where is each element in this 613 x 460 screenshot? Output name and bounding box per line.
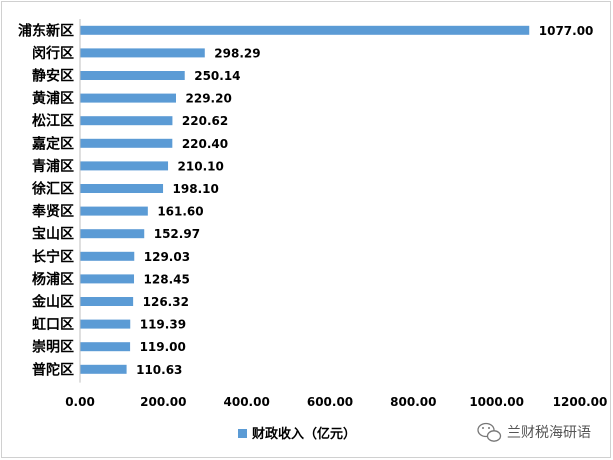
category-label: 静安区 — [32, 68, 74, 85]
legend-swatch — [238, 429, 247, 438]
category-label: 浦东新区 — [18, 22, 74, 39]
data-label: 128.45 — [144, 272, 190, 286]
x-tick-label: 1000.00 — [469, 395, 524, 409]
data-label: 220.62 — [182, 114, 228, 128]
category-label: 崇明区 — [32, 339, 74, 356]
bar — [80, 48, 205, 58]
x-tick-label: 0.00 — [65, 395, 95, 409]
x-tick-label: 800.00 — [390, 395, 436, 409]
bar — [80, 229, 145, 239]
x-tick-label: 200.00 — [140, 395, 186, 409]
bar — [80, 161, 169, 171]
data-label: 110.63 — [136, 363, 182, 377]
category-label: 虹口区 — [32, 317, 74, 333]
category-label: 松江区 — [32, 113, 74, 130]
data-label: 220.40 — [182, 137, 228, 151]
bar — [80, 319, 131, 329]
bar — [80, 297, 134, 306]
bar — [80, 364, 127, 374]
data-label: 152.97 — [154, 227, 200, 241]
bar — [80, 342, 131, 352]
category-label: 长宁区 — [32, 248, 74, 265]
data-label: 1077.00 — [539, 24, 594, 38]
bar — [80, 184, 164, 193]
data-label: 129.03 — [144, 250, 190, 264]
data-label: 229.20 — [186, 92, 232, 106]
bar — [80, 25, 530, 35]
category-label: 杨浦区 — [32, 271, 74, 288]
x-tick-label: 1200.00 — [553, 395, 608, 409]
category-label: 金山区 — [31, 294, 74, 311]
data-label: 119.00 — [140, 340, 186, 354]
category-label: 黄浦区 — [32, 90, 74, 107]
data-label: 250.14 — [194, 69, 240, 83]
data-label: 126.32 — [143, 295, 189, 309]
bar — [80, 93, 176, 103]
data-label: 210.10 — [178, 159, 224, 173]
data-label: 198.10 — [173, 182, 219, 196]
category-label: 普陀区 — [32, 361, 74, 378]
legend-label: 财政收入（亿元） — [252, 426, 356, 442]
bar — [80, 206, 148, 216]
bar — [80, 138, 173, 148]
bar — [80, 116, 173, 126]
category-label: 闵行区 — [32, 45, 74, 62]
category-label: 嘉定区 — [31, 135, 74, 152]
bar — [80, 274, 135, 284]
category-label: 奉贤区 — [32, 203, 74, 220]
category-label: 徐汇区 — [31, 181, 74, 198]
data-label: 161.60 — [157, 205, 203, 219]
category-label: 青浦区 — [32, 158, 74, 175]
bar — [80, 251, 135, 261]
category-label: 宝山区 — [32, 226, 74, 243]
data-label: 298.29 — [214, 46, 260, 60]
x-tick-label: 400.00 — [224, 395, 270, 409]
data-label: 119.39 — [140, 318, 186, 332]
watermark-text: 兰财税海研语 — [507, 425, 591, 441]
wechat-icon — [477, 422, 502, 442]
bar — [80, 71, 185, 80]
x-tick-label: 600.00 — [307, 395, 353, 409]
